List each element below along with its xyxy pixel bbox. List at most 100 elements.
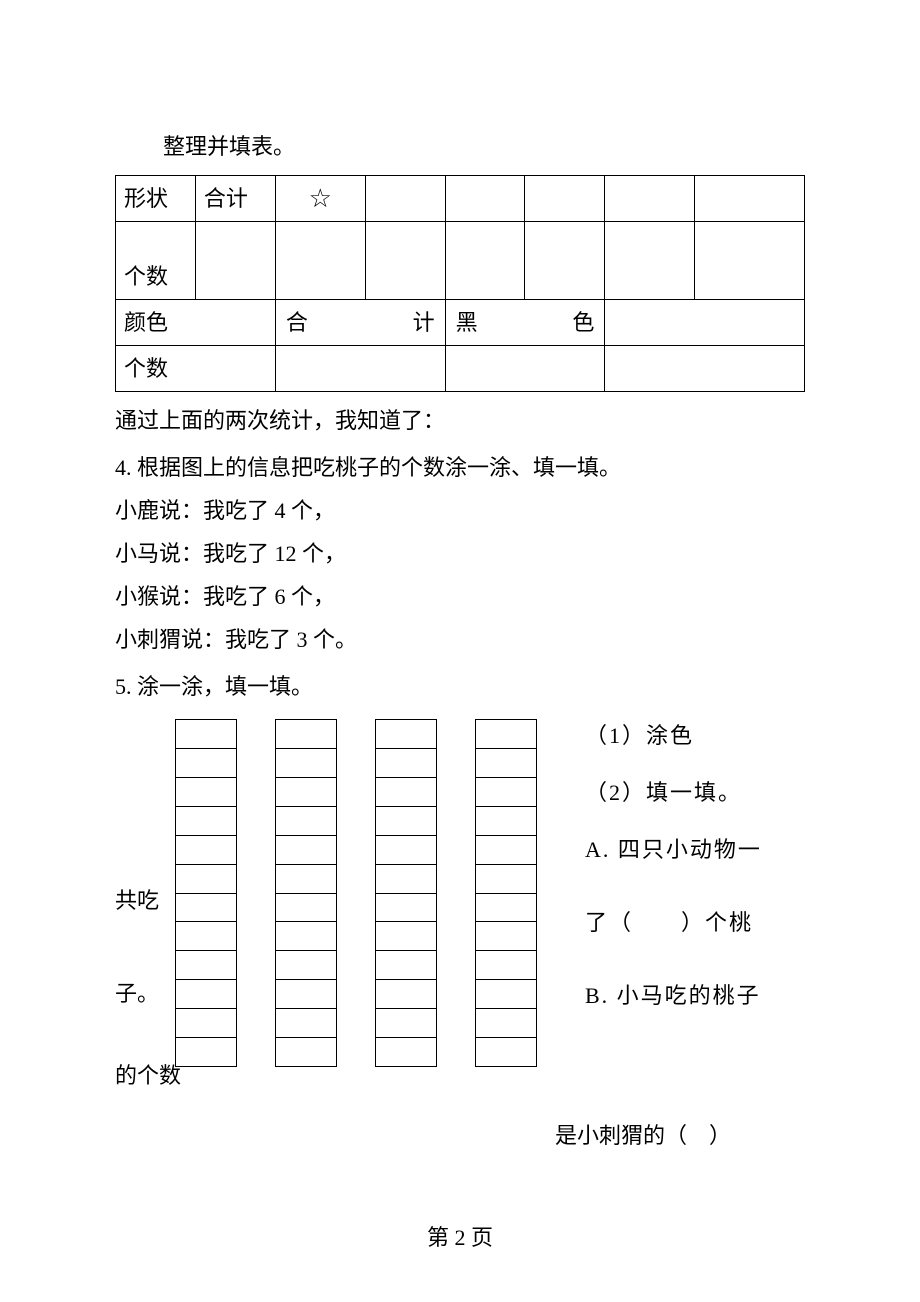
- bar-segment: [176, 836, 236, 865]
- bar-segment: [276, 1038, 336, 1066]
- blank-cell: [365, 176, 445, 222]
- bars-container: [175, 719, 537, 1067]
- bar-segment: [176, 894, 236, 923]
- bar-segment: [276, 807, 336, 836]
- bar-segment: [276, 778, 336, 807]
- blank-cell: [195, 222, 275, 300]
- left-floating-label: 的个数: [115, 1059, 181, 1092]
- option-b-cont: 是小刺猬的（ ）: [555, 1119, 805, 1152]
- bar-segment: [276, 922, 336, 951]
- bar-segment: [176, 1038, 236, 1066]
- bar-segment: [176, 807, 236, 836]
- bar-segment: [376, 749, 436, 778]
- bar-segment: [176, 778, 236, 807]
- table-row-count1: 个数: [116, 222, 805, 300]
- bar-segment: [176, 749, 236, 778]
- option-2: （2）填一填。: [585, 780, 742, 805]
- bar-segment: [476, 807, 536, 836]
- option-a: A. 四只小动物一: [585, 837, 762, 862]
- blank-cell: [365, 222, 445, 300]
- bar-column: [375, 719, 437, 1067]
- shape-color-table: 形状 合计 ☆ 个数 颜色 合 计 黑 色: [115, 175, 805, 392]
- bar-segment: [476, 951, 536, 980]
- intro-text: 整理并填表。: [163, 130, 805, 163]
- count-label-2: 个数: [116, 346, 275, 391]
- bar-segment: [476, 894, 536, 923]
- q4-line: 小鹿说：我吃了 4 个，: [115, 494, 805, 527]
- bar-segment: [476, 865, 536, 894]
- bar-segment: [376, 836, 436, 865]
- bar-segment: [476, 980, 536, 1009]
- bar-segment: [176, 980, 236, 1009]
- right-labels: （1）涂色 （2）填一填。 A. 四只小动物一 了（ ）个桃 B. 小马吃的桃子: [585, 719, 820, 1036]
- bar-segment: [276, 720, 336, 749]
- bar-segment: [276, 865, 336, 894]
- table-row-shape: 形状 合计 ☆: [116, 176, 805, 222]
- q4-title: 4. 根据图上的信息把吃桃子的个数涂一涂、填一填。: [115, 451, 805, 484]
- bar-segment: [376, 720, 436, 749]
- blank-cell: [445, 222, 525, 300]
- bar-segment: [376, 807, 436, 836]
- bar-segment: [476, 1038, 536, 1066]
- shape-label: 形状: [116, 176, 195, 221]
- blank-cell: [605, 222, 695, 300]
- blank-cell: [445, 176, 525, 222]
- bar-segment: [276, 951, 336, 980]
- bar-segment: [376, 865, 436, 894]
- bar-segment: [276, 1009, 336, 1038]
- black-spread: 黑 色: [446, 300, 605, 345]
- star-icon: ☆: [276, 180, 365, 218]
- bar-segment: [376, 778, 436, 807]
- blank-cell: [695, 222, 805, 300]
- bar-segment: [176, 720, 236, 749]
- bar-segment: [176, 865, 236, 894]
- bar-segment: [376, 922, 436, 951]
- q5-title: 5. 涂一涂，填一填。: [115, 670, 805, 703]
- count-label: 个数: [116, 254, 195, 299]
- blank-cell: [605, 346, 805, 392]
- bar-segment: [276, 836, 336, 865]
- bar-segment: [276, 980, 336, 1009]
- blank-cell: [275, 222, 365, 300]
- page-number: 第 2 页: [0, 1221, 920, 1254]
- heji-label: 合计: [196, 176, 275, 221]
- table-row-count2: 个数: [116, 346, 805, 392]
- bar-segment: [476, 922, 536, 951]
- blank-cell: [445, 346, 605, 392]
- option-1: （1）涂色: [585, 723, 694, 748]
- bar-segment: [476, 720, 536, 749]
- option-b: B. 小马吃的桃子: [585, 983, 761, 1008]
- q4-line: 小刺猬说：我吃了 3 个。: [115, 623, 805, 656]
- bar-column: [275, 719, 337, 1067]
- table-row-color: 颜色 合 计 黑 色: [116, 300, 805, 346]
- bar-segment: [476, 1009, 536, 1038]
- q4-line: 小猴说：我吃了 6 个，: [115, 580, 805, 613]
- after-table-text: 通过上面的两次统计，我知道了：: [115, 404, 805, 437]
- blank-cell: [275, 346, 445, 392]
- bar-column: [175, 719, 237, 1067]
- blank-cell: [695, 176, 805, 222]
- bar-segment: [376, 951, 436, 980]
- bar-segment: [176, 1009, 236, 1038]
- left-floating-label: 共吃: [115, 884, 159, 917]
- bar-segment: [376, 980, 436, 1009]
- bar-segment: [476, 836, 536, 865]
- left-floating-label: 子。: [115, 977, 159, 1010]
- option-a-cont: 了（ ）个桃: [585, 910, 753, 935]
- bar-segment: [376, 1038, 436, 1066]
- blank-cell: [525, 176, 605, 222]
- bar-segment: [376, 1009, 436, 1038]
- bar-segment: [176, 922, 236, 951]
- bar-segment: [176, 951, 236, 980]
- blank-cell: [605, 300, 805, 346]
- color-label: 颜色: [116, 300, 275, 345]
- blank-cell: [605, 176, 695, 222]
- bar-chart-area: 共吃子。的个数 （1）涂色 （2）填一填。 A. 四只小动物一 了（ ）个桃 B…: [115, 719, 805, 1089]
- bar-segment: [476, 749, 536, 778]
- bar-segment: [276, 749, 336, 778]
- heji-spread: 合 计: [276, 300, 445, 345]
- q4-line: 小马说：我吃了 12 个，: [115, 537, 805, 570]
- blank-cell: [525, 222, 605, 300]
- bar-segment: [276, 894, 336, 923]
- bar-column: [475, 719, 537, 1067]
